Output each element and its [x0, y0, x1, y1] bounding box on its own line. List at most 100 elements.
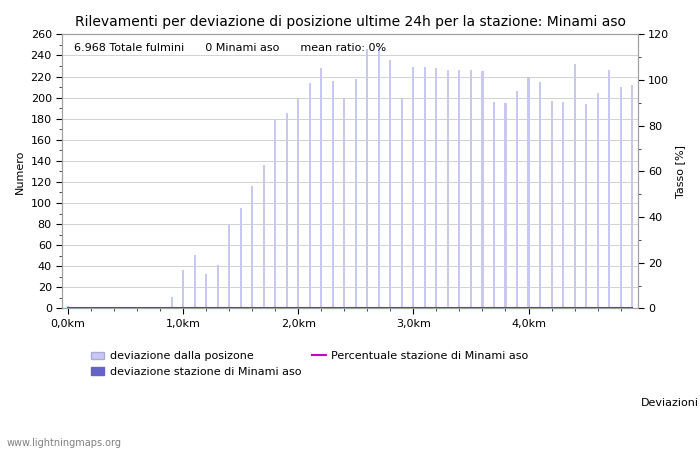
Bar: [401, 98, 403, 308]
Y-axis label: Numero: Numero: [15, 149, 25, 194]
Percentuale stazione di Minami aso: [214, 306, 222, 311]
Bar: [90, 307, 92, 308]
Bar: [239, 208, 241, 308]
Text: www.lightningmaps.org: www.lightningmaps.org: [7, 438, 122, 448]
Percentuale stazione di Minami aso: [513, 306, 522, 311]
Bar: [332, 81, 334, 308]
Y-axis label: Tasso [%]: Tasso [%]: [675, 145, 685, 198]
Percentuale stazione di Minami aso: [156, 306, 164, 311]
Bar: [435, 68, 438, 308]
Percentuale stazione di Minami aso: [190, 306, 199, 311]
Bar: [573, 64, 575, 308]
Percentuale stazione di Minami aso: [283, 306, 291, 311]
Percentuale stazione di Minami aso: [351, 306, 360, 311]
Percentuale stazione di Minami aso: [64, 306, 72, 311]
Percentuale stazione di Minami aso: [605, 306, 613, 311]
Percentuale stazione di Minami aso: [501, 306, 510, 311]
Percentuale stazione di Minami aso: [317, 306, 326, 311]
Percentuale stazione di Minami aso: [98, 306, 106, 311]
Percentuale stazione di Minami aso: [617, 306, 625, 311]
Percentuale stazione di Minami aso: [594, 306, 602, 311]
Bar: [447, 70, 449, 308]
Percentuale stazione di Minami aso: [374, 306, 383, 311]
Bar: [251, 186, 253, 308]
Title: Rilevamenti per deviazione di posizione ultime 24h per la stazione: Minami aso: Rilevamenti per deviazione di posizione …: [75, 15, 626, 29]
Bar: [482, 71, 484, 308]
Percentuale stazione di Minami aso: [398, 306, 406, 311]
Bar: [205, 274, 207, 308]
Bar: [309, 83, 311, 308]
Percentuale stazione di Minami aso: [363, 306, 372, 311]
Bar: [286, 113, 288, 308]
Bar: [298, 98, 300, 308]
Bar: [182, 270, 184, 308]
Bar: [159, 307, 161, 308]
Percentuale stazione di Minami aso: [121, 306, 130, 311]
Bar: [378, 47, 380, 308]
Percentuale stazione di Minami aso: [144, 306, 153, 311]
Percentuale stazione di Minami aso: [260, 306, 268, 311]
Percentuale stazione di Minami aso: [237, 306, 245, 311]
Bar: [366, 49, 368, 308]
Bar: [585, 104, 587, 308]
Bar: [493, 102, 495, 308]
Percentuale stazione di Minami aso: [547, 306, 556, 311]
Percentuale stazione di Minami aso: [248, 306, 256, 311]
Text: Deviazioni: Deviazioni: [640, 398, 699, 408]
Bar: [78, 307, 81, 308]
Percentuale stazione di Minami aso: [570, 306, 579, 311]
Percentuale stazione di Minami aso: [225, 306, 233, 311]
Bar: [539, 82, 541, 308]
Percentuale stazione di Minami aso: [202, 306, 210, 311]
Percentuale stazione di Minami aso: [328, 306, 337, 311]
Percentuale stazione di Minami aso: [444, 306, 452, 311]
Percentuale stazione di Minami aso: [87, 306, 95, 311]
Percentuale stazione di Minami aso: [167, 306, 176, 311]
Percentuale stazione di Minami aso: [179, 306, 188, 311]
Bar: [562, 102, 564, 308]
Bar: [389, 60, 391, 308]
Legend: deviazione dalla posizone, deviazione stazione di Minami aso, Percentuale stazio: deviazione dalla posizone, deviazione st…: [87, 347, 533, 381]
Percentuale stazione di Minami aso: [340, 306, 349, 311]
Bar: [320, 68, 322, 308]
Percentuale stazione di Minami aso: [110, 306, 118, 311]
Bar: [458, 70, 461, 308]
Bar: [550, 101, 552, 308]
Bar: [194, 255, 196, 308]
Bar: [505, 103, 507, 308]
Percentuale stazione di Minami aso: [294, 306, 302, 311]
Bar: [631, 85, 634, 308]
Bar: [596, 93, 598, 308]
Percentuale stazione di Minami aso: [271, 306, 279, 311]
Percentuale stazione di Minami aso: [133, 306, 141, 311]
Percentuale stazione di Minami aso: [386, 306, 395, 311]
Bar: [171, 297, 173, 308]
Percentuale stazione di Minami aso: [455, 306, 463, 311]
Bar: [228, 225, 230, 308]
Bar: [274, 119, 277, 308]
Percentuale stazione di Minami aso: [582, 306, 590, 311]
Text: 6.968 Totale fulmini      0 Minami aso      mean ratio: 0%: 6.968 Totale fulmini 0 Minami aso mean r…: [74, 43, 386, 53]
Percentuale stazione di Minami aso: [536, 306, 544, 311]
Bar: [470, 70, 472, 308]
Percentuale stazione di Minami aso: [410, 306, 418, 311]
Bar: [355, 79, 357, 308]
Bar: [516, 91, 518, 308]
Bar: [343, 98, 345, 308]
Bar: [620, 87, 622, 308]
Percentuale stazione di Minami aso: [421, 306, 429, 311]
Bar: [262, 165, 265, 308]
Percentuale stazione di Minami aso: [559, 306, 567, 311]
Bar: [412, 67, 414, 308]
Bar: [113, 307, 115, 308]
Percentuale stazione di Minami aso: [524, 306, 533, 311]
Percentuale stazione di Minami aso: [628, 306, 636, 311]
Percentuale stazione di Minami aso: [490, 306, 498, 311]
Percentuale stazione di Minami aso: [478, 306, 486, 311]
Bar: [608, 70, 610, 308]
Percentuale stazione di Minami aso: [306, 306, 314, 311]
Percentuale stazione di Minami aso: [432, 306, 440, 311]
Bar: [67, 306, 69, 308]
Bar: [528, 76, 530, 308]
Percentuale stazione di Minami aso: [76, 306, 84, 311]
